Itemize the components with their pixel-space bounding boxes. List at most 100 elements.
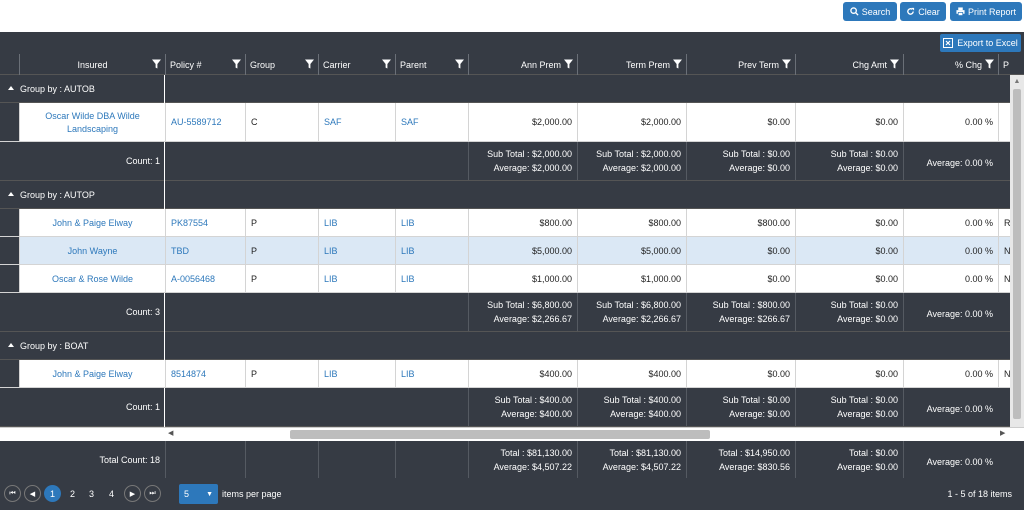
group-header-row[interactable]: Group by : AUTOP	[0, 181, 1010, 209]
table-row[interactable]: Oscar Wilde DBA Wilde Landscaping AU-558…	[0, 103, 1010, 142]
parent-link[interactable]: LIB	[395, 209, 468, 236]
insured-link[interactable]: John & Paige Elway	[19, 360, 165, 387]
header-term-prem[interactable]: Term Prem	[577, 54, 686, 75]
parent-link[interactable]: SAF	[395, 103, 468, 141]
table-row-selected[interactable]: John Wayne TBD P LIB LIB $5,000.00 $5,00…	[0, 237, 1010, 265]
header-chg-amt[interactable]: Chg Amt	[795, 54, 903, 75]
chg-amt-cell: $0.00	[795, 265, 903, 292]
insured-link[interactable]: Oscar Wilde DBA Wilde Landscaping	[19, 103, 165, 141]
policy-link[interactable]: AU-5589712	[165, 103, 245, 141]
header-parent[interactable]: Parent	[395, 54, 468, 75]
filter-icon[interactable]	[985, 59, 994, 69]
search-button-label: Search	[861, 6, 891, 17]
chg-amt-cell: $0.00	[795, 237, 903, 264]
collapse-icon[interactable]	[8, 86, 14, 90]
first-page-button[interactable]: ⏮	[4, 485, 21, 502]
policy-link[interactable]: A-0056468	[165, 265, 245, 292]
excel-icon	[943, 38, 954, 48]
policy-link[interactable]: PK87554	[165, 209, 245, 236]
footer-blank	[165, 441, 245, 478]
count-text: Count: 1	[125, 156, 160, 166]
filter-icon[interactable]	[232, 59, 241, 69]
parent-link[interactable]: LIB	[395, 360, 468, 387]
print-report-button[interactable]: Print Report	[950, 2, 1022, 21]
prev-term-cell: $0.00	[686, 265, 795, 292]
grand-total-row: Total Count: 18 Total : $81,130.00 Averag…	[0, 441, 1024, 478]
page-1-button[interactable]: 1	[44, 485, 61, 502]
horizontal-scrollbar[interactable]: ◀ ▶	[0, 427, 1024, 441]
vertical-scroll-thumb[interactable]	[1013, 89, 1021, 419]
header-p[interactable]: P	[998, 54, 1024, 75]
filter-icon[interactable]	[152, 59, 161, 69]
page-2-button[interactable]: 2	[69, 488, 75, 499]
carrier-link[interactable]: LIB	[318, 209, 395, 236]
parent-link[interactable]: LIB	[395, 265, 468, 292]
header-ann-prem[interactable]: Ann Prem	[468, 54, 577, 75]
policy-link[interactable]: TBD	[165, 237, 245, 264]
report-grid: Export to Excel Insured Policy # Group C…	[0, 32, 1024, 510]
clear-button[interactable]: Clear	[900, 2, 946, 21]
filter-icon[interactable]	[305, 59, 314, 69]
group-header-row[interactable]: Group by : AUTOB	[0, 75, 1010, 103]
group-label: Group by : BOAT	[20, 341, 89, 351]
average-text: Average: $2,266.67	[602, 314, 681, 324]
header-label: Prev Term	[738, 59, 779, 70]
last-page-button[interactable]: ⏭	[144, 485, 161, 502]
page-size-select[interactable]: 5 ▼	[179, 484, 218, 504]
collapse-icon[interactable]	[8, 343, 14, 347]
scroll-up-icon[interactable]: ▲	[1013, 78, 1021, 85]
pct-chg-cell: 0.00 %	[903, 360, 998, 387]
scroll-right-icon[interactable]: ▶	[1000, 430, 1006, 437]
carrier-link[interactable]: LIB	[318, 360, 395, 387]
filter-icon[interactable]	[673, 59, 682, 69]
page-4-button[interactable]: 4	[108, 488, 114, 499]
pct-chg-total: Average: 0.00 %	[903, 441, 998, 478]
page-3-button[interactable]: 3	[88, 488, 94, 499]
last-page-icon: ⏭	[149, 489, 156, 497]
prev-page-button[interactable]: ◀	[24, 485, 41, 502]
header-prev-term[interactable]: Prev Term	[686, 54, 795, 75]
search-button[interactable]: Search	[843, 2, 897, 21]
prev-term-subtotal: Sub Total : $800.00 Average: $266.67	[686, 293, 795, 331]
group-header-row[interactable]: Group by : BOAT	[0, 332, 1010, 360]
vertical-scrollbar[interactable]: ▲ ▼	[1010, 75, 1024, 459]
insured-link[interactable]: John & Paige Elway	[19, 209, 165, 236]
filter-icon[interactable]	[782, 59, 791, 69]
carrier-link[interactable]: LIB	[318, 265, 395, 292]
header-policy[interactable]: Policy #	[165, 54, 245, 75]
term-prem-cell: $1,000.00	[577, 265, 686, 292]
term-prem-cell: $400.00	[577, 360, 686, 387]
table-row[interactable]: Oscar & Rose Wilde A-0056468 P LIB LIB $…	[0, 265, 1010, 293]
header-pct-chg[interactable]: % Chg	[903, 54, 998, 75]
table-row[interactable]: John & Paige Elway PK87554 P LIB LIB $80…	[0, 209, 1010, 237]
filter-icon[interactable]	[455, 59, 464, 69]
filter-icon[interactable]	[382, 59, 391, 69]
header-insured[interactable]: Insured	[19, 54, 165, 75]
filter-icon[interactable]	[564, 59, 573, 69]
collapse-icon[interactable]	[8, 192, 14, 196]
header-carrier[interactable]: Carrier	[318, 54, 395, 75]
chg-amt-subtotal: Sub Total : $0.00 Average: $0.00	[795, 142, 903, 180]
average-text: Average: $4,507.22	[493, 461, 572, 472]
horizontal-scroll-thumb[interactable]	[290, 430, 710, 439]
header-label: Term Prem	[625, 59, 670, 70]
export-to-excel-button[interactable]: Export to Excel	[940, 34, 1021, 52]
search-icon	[849, 7, 859, 16]
carrier-link[interactable]: LIB	[318, 237, 395, 264]
header-group[interactable]: Group	[245, 54, 318, 75]
footer-blank	[318, 441, 395, 478]
header-label: Chg Amt	[852, 59, 887, 70]
next-page-button[interactable]: ▶	[124, 485, 141, 502]
insured-link[interactable]: Oscar & Rose Wilde	[19, 265, 165, 292]
average-text: Average: $2,000.00	[493, 163, 572, 173]
filter-icon[interactable]	[890, 59, 899, 69]
policy-link[interactable]: 8514874	[165, 360, 245, 387]
table-row[interactable]: John & Paige Elway 8514874 P LIB LIB $40…	[0, 360, 1010, 388]
header-label: P	[1003, 59, 1010, 70]
carrier-link[interactable]: SAF	[318, 103, 395, 141]
subtotal-text: Sub Total : $800.00	[712, 300, 790, 310]
insured-link[interactable]: John Wayne	[19, 237, 165, 264]
average-text: Average: $0.00	[729, 163, 790, 173]
scroll-left-icon[interactable]: ◀	[168, 430, 174, 437]
parent-link[interactable]: LIB	[395, 237, 468, 264]
